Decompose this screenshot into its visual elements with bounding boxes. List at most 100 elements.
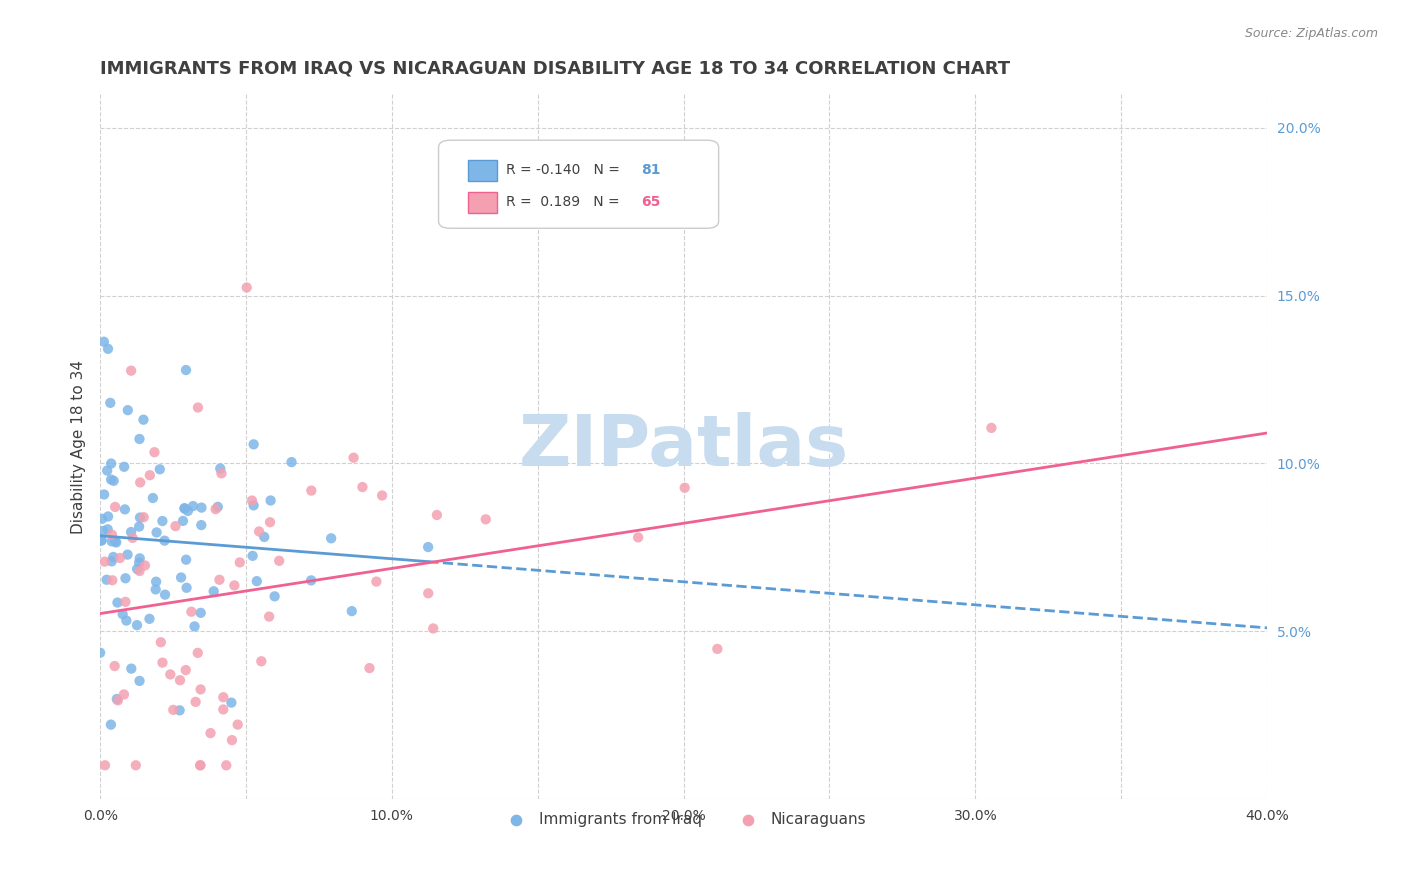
Point — [181, 499, 204, 513]
Point — [250, 654, 273, 668]
Text: ZIPatlas: ZIPatlas — [519, 412, 849, 481]
Point — [170, 570, 193, 584]
Point — [120, 524, 142, 539]
Point — [257, 609, 280, 624]
Point — [96, 464, 118, 478]
Text: IMMIGRANTS FROM IRAQ VS NICARAGUAN DISABILITY AGE 18 TO 34 CORRELATION CHART: IMMIGRANTS FROM IRAQ VS NICARAGUAN DISAB… — [100, 60, 1011, 78]
Point — [104, 500, 127, 514]
Point — [145, 582, 167, 597]
Point — [105, 535, 128, 549]
Point — [132, 510, 155, 524]
Point — [100, 457, 122, 471]
Point — [150, 514, 173, 528]
Point — [299, 483, 322, 498]
Point — [269, 554, 291, 568]
Point — [342, 450, 364, 465]
Point — [97, 509, 120, 524]
Point — [112, 459, 135, 474]
Point — [247, 524, 270, 539]
Point — [114, 571, 136, 585]
Point — [418, 586, 440, 600]
Point — [108, 551, 131, 566]
Point — [627, 530, 650, 544]
Point — [221, 733, 243, 747]
Point — [474, 512, 496, 526]
Point — [235, 280, 257, 294]
Point — [208, 573, 231, 587]
Text: R = -0.140   N =: R = -0.140 N = — [506, 163, 624, 177]
FancyBboxPatch shape — [468, 160, 496, 181]
Point — [242, 549, 264, 563]
Point — [263, 590, 285, 604]
Point — [242, 437, 264, 451]
Point — [117, 548, 139, 562]
Point — [142, 491, 165, 505]
Point — [212, 702, 235, 716]
Point — [129, 510, 152, 524]
Point — [180, 605, 202, 619]
Point — [127, 562, 149, 576]
Point — [125, 758, 148, 772]
Point — [120, 364, 142, 378]
Point — [132, 413, 155, 427]
Point — [371, 488, 394, 502]
Point — [117, 403, 139, 417]
Point — [153, 533, 176, 548]
Point — [253, 530, 276, 544]
Point — [103, 474, 125, 488]
Point — [101, 574, 124, 588]
Point — [91, 512, 114, 526]
Point — [103, 549, 125, 564]
Point — [190, 500, 212, 515]
Point — [111, 607, 134, 622]
Point — [207, 500, 229, 514]
Point — [94, 758, 117, 772]
Point — [190, 682, 212, 697]
Point — [321, 531, 343, 545]
Point — [128, 432, 150, 446]
Point — [174, 552, 197, 566]
Point — [128, 551, 150, 566]
Text: R =  0.189   N =: R = 0.189 N = — [506, 194, 624, 209]
Point — [128, 673, 150, 688]
Point — [139, 468, 162, 483]
Legend: Immigrants from Iraq, Nicaraguans: Immigrants from Iraq, Nicaraguans — [495, 806, 873, 833]
Point — [177, 504, 200, 518]
Point — [706, 641, 728, 656]
Point — [104, 659, 127, 673]
Point — [187, 646, 209, 660]
Point — [145, 574, 167, 589]
Point — [138, 612, 160, 626]
Point — [105, 692, 128, 706]
Point — [93, 487, 115, 501]
Point — [159, 667, 181, 681]
FancyBboxPatch shape — [468, 192, 496, 213]
Point — [280, 455, 302, 469]
Point — [259, 493, 281, 508]
Point — [169, 703, 191, 717]
Point — [104, 534, 127, 549]
Text: 65: 65 — [641, 194, 661, 209]
Point — [426, 508, 449, 522]
Point — [200, 726, 222, 740]
Point — [115, 614, 138, 628]
Point — [188, 758, 211, 772]
Point — [240, 493, 263, 508]
Point — [90, 533, 112, 547]
Point — [162, 703, 184, 717]
Point — [100, 534, 122, 549]
Point — [91, 524, 114, 538]
Point — [114, 502, 136, 516]
Point — [299, 574, 322, 588]
FancyBboxPatch shape — [439, 140, 718, 228]
Point — [229, 556, 252, 570]
Point — [121, 531, 143, 545]
Point — [165, 519, 187, 533]
Point — [174, 663, 197, 677]
Point — [187, 401, 209, 415]
Point — [149, 462, 172, 476]
Point — [173, 501, 195, 516]
Text: 81: 81 — [641, 163, 661, 177]
Point — [129, 475, 152, 490]
Point — [246, 574, 269, 589]
